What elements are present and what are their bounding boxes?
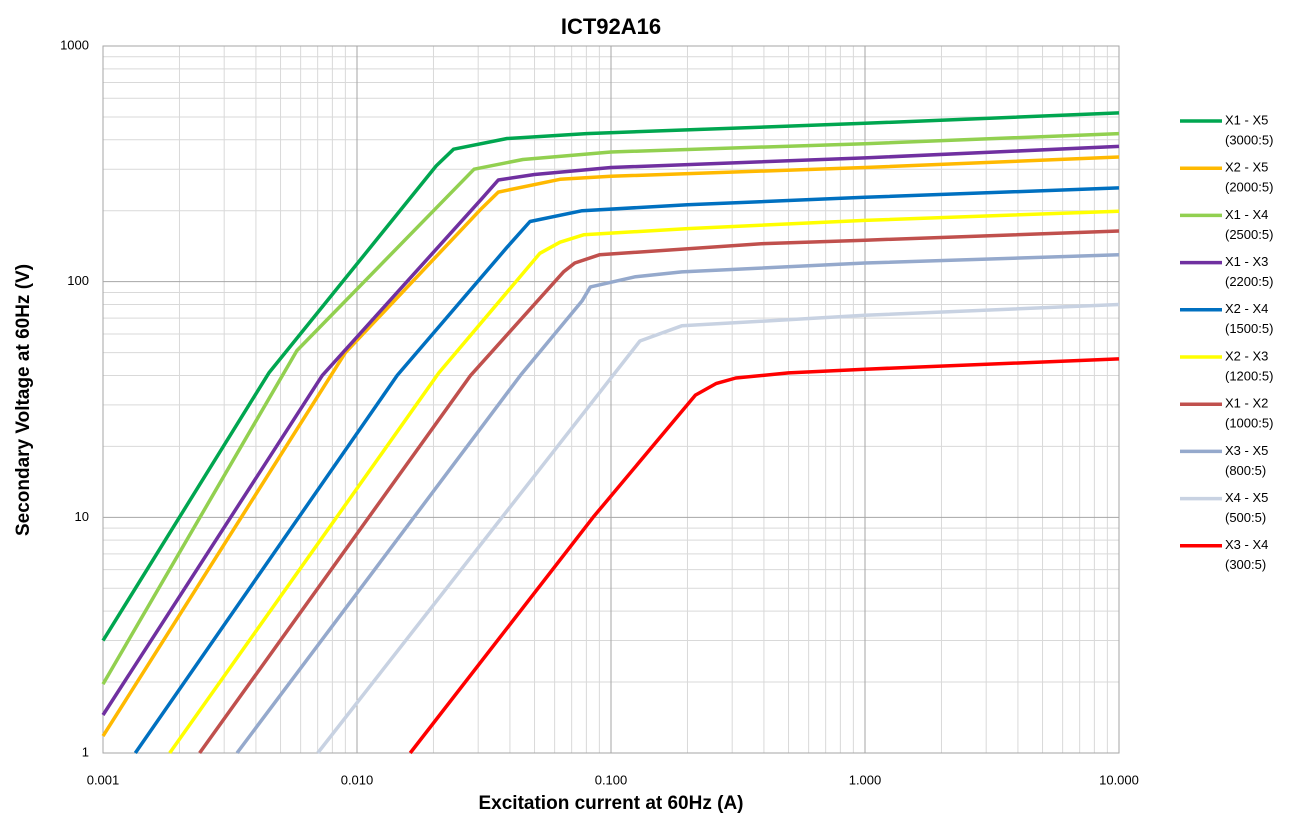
legend-label: X3 - X5 <box>1225 443 1268 458</box>
series-line <box>101 144 1120 716</box>
legend-label: X3 - X4 <box>1225 537 1268 552</box>
x-axis-label: Excitation current at 60Hz (A) <box>479 793 744 814</box>
legend-label: X2 - X5 <box>1225 160 1268 175</box>
legend-label: X1 - X5 <box>1225 112 1268 127</box>
x-tick-label: 1.000 <box>849 772 882 787</box>
series-line <box>101 155 1120 738</box>
legend-label: (2200:5) <box>1225 274 1273 289</box>
series-line <box>168 209 1120 755</box>
legend-label: X2 - X4 <box>1225 301 1268 316</box>
y-axis-label: Secondary Voltage at 60Hz (V) <box>13 264 34 536</box>
y-tick-label: 100 <box>67 273 89 288</box>
y-tick-label: 1000 <box>60 37 89 52</box>
legend-label: (1200:5) <box>1225 368 1273 383</box>
x-tick-label: 0.100 <box>595 772 628 787</box>
series-line <box>408 357 1120 755</box>
x-tick-label: 0.010 <box>341 772 374 787</box>
plot-border <box>102 45 1120 754</box>
legend-label: X2 - X3 <box>1225 348 1268 363</box>
series-line <box>316 302 1120 755</box>
legend-label: X1 - X3 <box>1225 254 1268 269</box>
y-tick-label: 10 <box>75 509 89 524</box>
legend-label: (2000:5) <box>1225 180 1273 195</box>
series-line <box>101 131 1120 685</box>
series-line <box>133 186 1120 754</box>
series-line <box>101 111 1120 642</box>
series-line <box>235 253 1120 755</box>
legend-label: X1 - X4 <box>1225 207 1268 222</box>
legend-label: (1000:5) <box>1225 416 1273 431</box>
x-tick-label: 0.001 <box>87 772 120 787</box>
y-tick-label: 1 <box>82 744 89 759</box>
legend-label: (2500:5) <box>1225 227 1273 242</box>
legend-label: (800:5) <box>1225 463 1266 478</box>
legend-label: X4 - X5 <box>1225 490 1268 505</box>
legend-label: (300:5) <box>1225 557 1266 572</box>
legend-label: (1500:5) <box>1225 321 1273 336</box>
series-line <box>198 229 1120 755</box>
legend-label: (3000:5) <box>1225 132 1273 147</box>
x-tick-label: 10.000 <box>1099 772 1139 787</box>
legend-label: X1 - X2 <box>1225 396 1268 411</box>
chart-title: ICT92A16 <box>561 14 661 39</box>
legend-label: (500:5) <box>1225 510 1266 525</box>
